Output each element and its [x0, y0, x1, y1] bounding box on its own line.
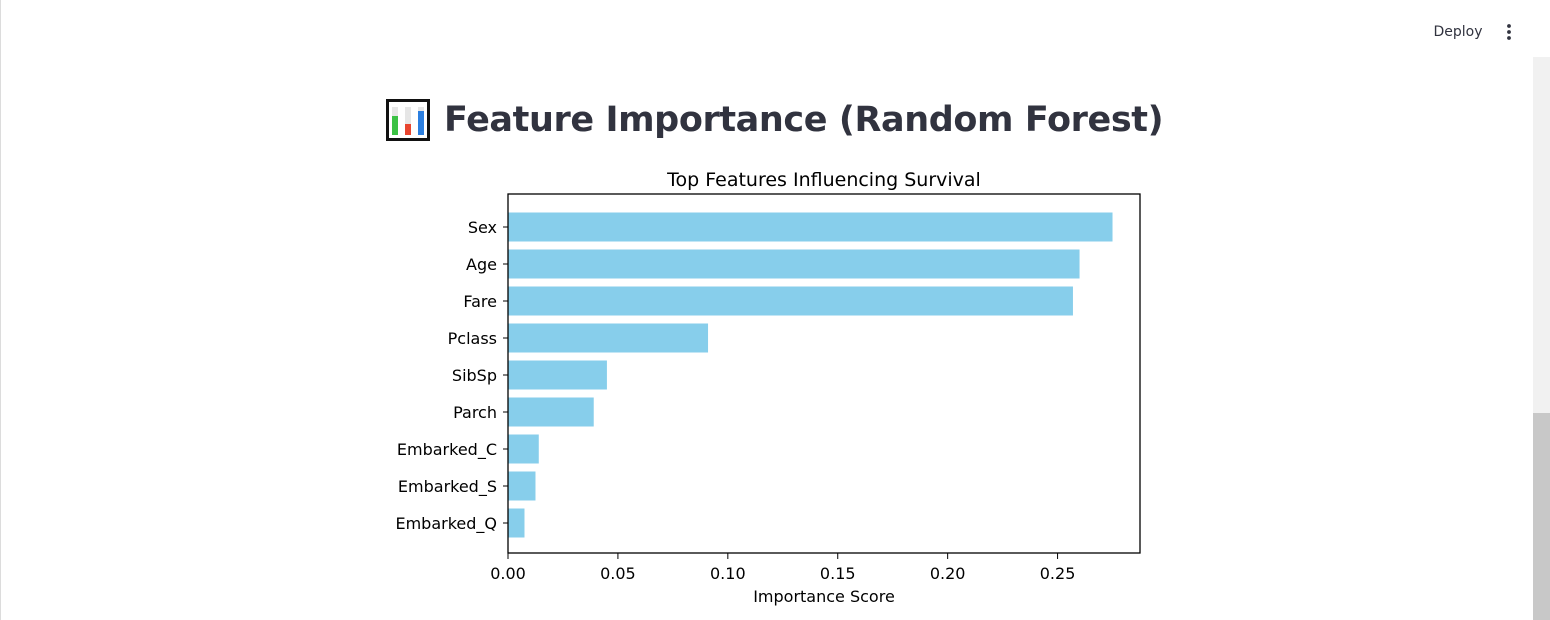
- bar-fare: [508, 286, 1073, 316]
- x-tick-label: 0.00: [490, 564, 526, 583]
- x-tick-label: 0.10: [710, 564, 746, 583]
- x-tick-label: 0.05: [600, 564, 636, 583]
- bar-sibsp: [508, 360, 607, 390]
- page-title: Feature Importance (Random Forest): [444, 100, 1164, 140]
- y-tick-label: Parch: [453, 403, 497, 422]
- y-tick-labels: Sex Age Fare Pclass SibSp Parch Embarked_C Emba…: [395, 218, 508, 534]
- bar-pclass: [508, 323, 709, 353]
- y-tick-label: Pclass: [448, 329, 497, 348]
- y-tick-label: SibSp: [452, 366, 497, 385]
- bars-group: [508, 212, 1113, 538]
- bar-chart-icon: [386, 99, 430, 141]
- main-menu-button[interactable]: [1496, 16, 1522, 48]
- x-tick-label: 0.20: [930, 564, 966, 583]
- feature-importance-chart: Top Features Influencing Survival Sex Age…: [395, 169, 1141, 606]
- bar-parch: [508, 397, 594, 427]
- y-tick-label: Age: [466, 255, 497, 274]
- x-tick-label: 0.15: [820, 564, 856, 583]
- deploy-button[interactable]: Deploy: [1420, 18, 1496, 46]
- y-tick-label: Fare: [463, 292, 497, 311]
- x-ticks: 0.00 0.05 0.10 0.15 0.20 0.25: [490, 553, 1075, 583]
- bar-embarked-q: [508, 508, 525, 538]
- x-axis-label: Importance Score: [753, 587, 895, 606]
- chart-title: Top Features Influencing Survival: [666, 169, 981, 191]
- y-tick-label: Embarked_Q: [395, 514, 497, 534]
- y-tick-label: Embarked_C: [397, 440, 497, 460]
- page-header: Feature Importance (Random Forest): [386, 92, 1164, 148]
- plot-frame: [507, 193, 1141, 554]
- left-border: [0, 0, 1, 620]
- scrollbar-thumb[interactable]: [1533, 413, 1550, 620]
- y-tick-label: Sex: [468, 218, 497, 237]
- x-tick-label: 0.25: [1040, 564, 1076, 583]
- bar-sex: [508, 212, 1113, 242]
- bar-age: [508, 249, 1080, 279]
- bar-embarked-c: [508, 434, 539, 464]
- y-tick-label: Embarked_S: [398, 477, 497, 497]
- vertical-ellipsis-icon: [1507, 24, 1511, 40]
- bar-embarked-s: [508, 471, 536, 501]
